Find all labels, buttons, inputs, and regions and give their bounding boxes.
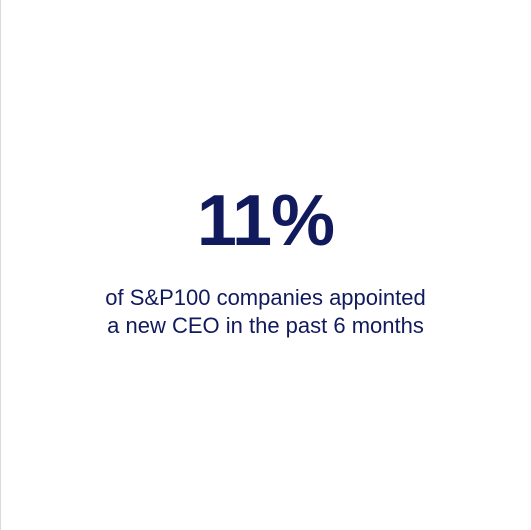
caption-line-1: of S&P100 companies appointed [105,285,426,310]
stat-value: 11% [196,181,335,261]
caption-line-2: a new CEO in the past 6 months [107,313,424,338]
left-border [0,0,1,530]
stat-caption: of S&P100 companies appointed a new CEO … [0,284,531,340]
